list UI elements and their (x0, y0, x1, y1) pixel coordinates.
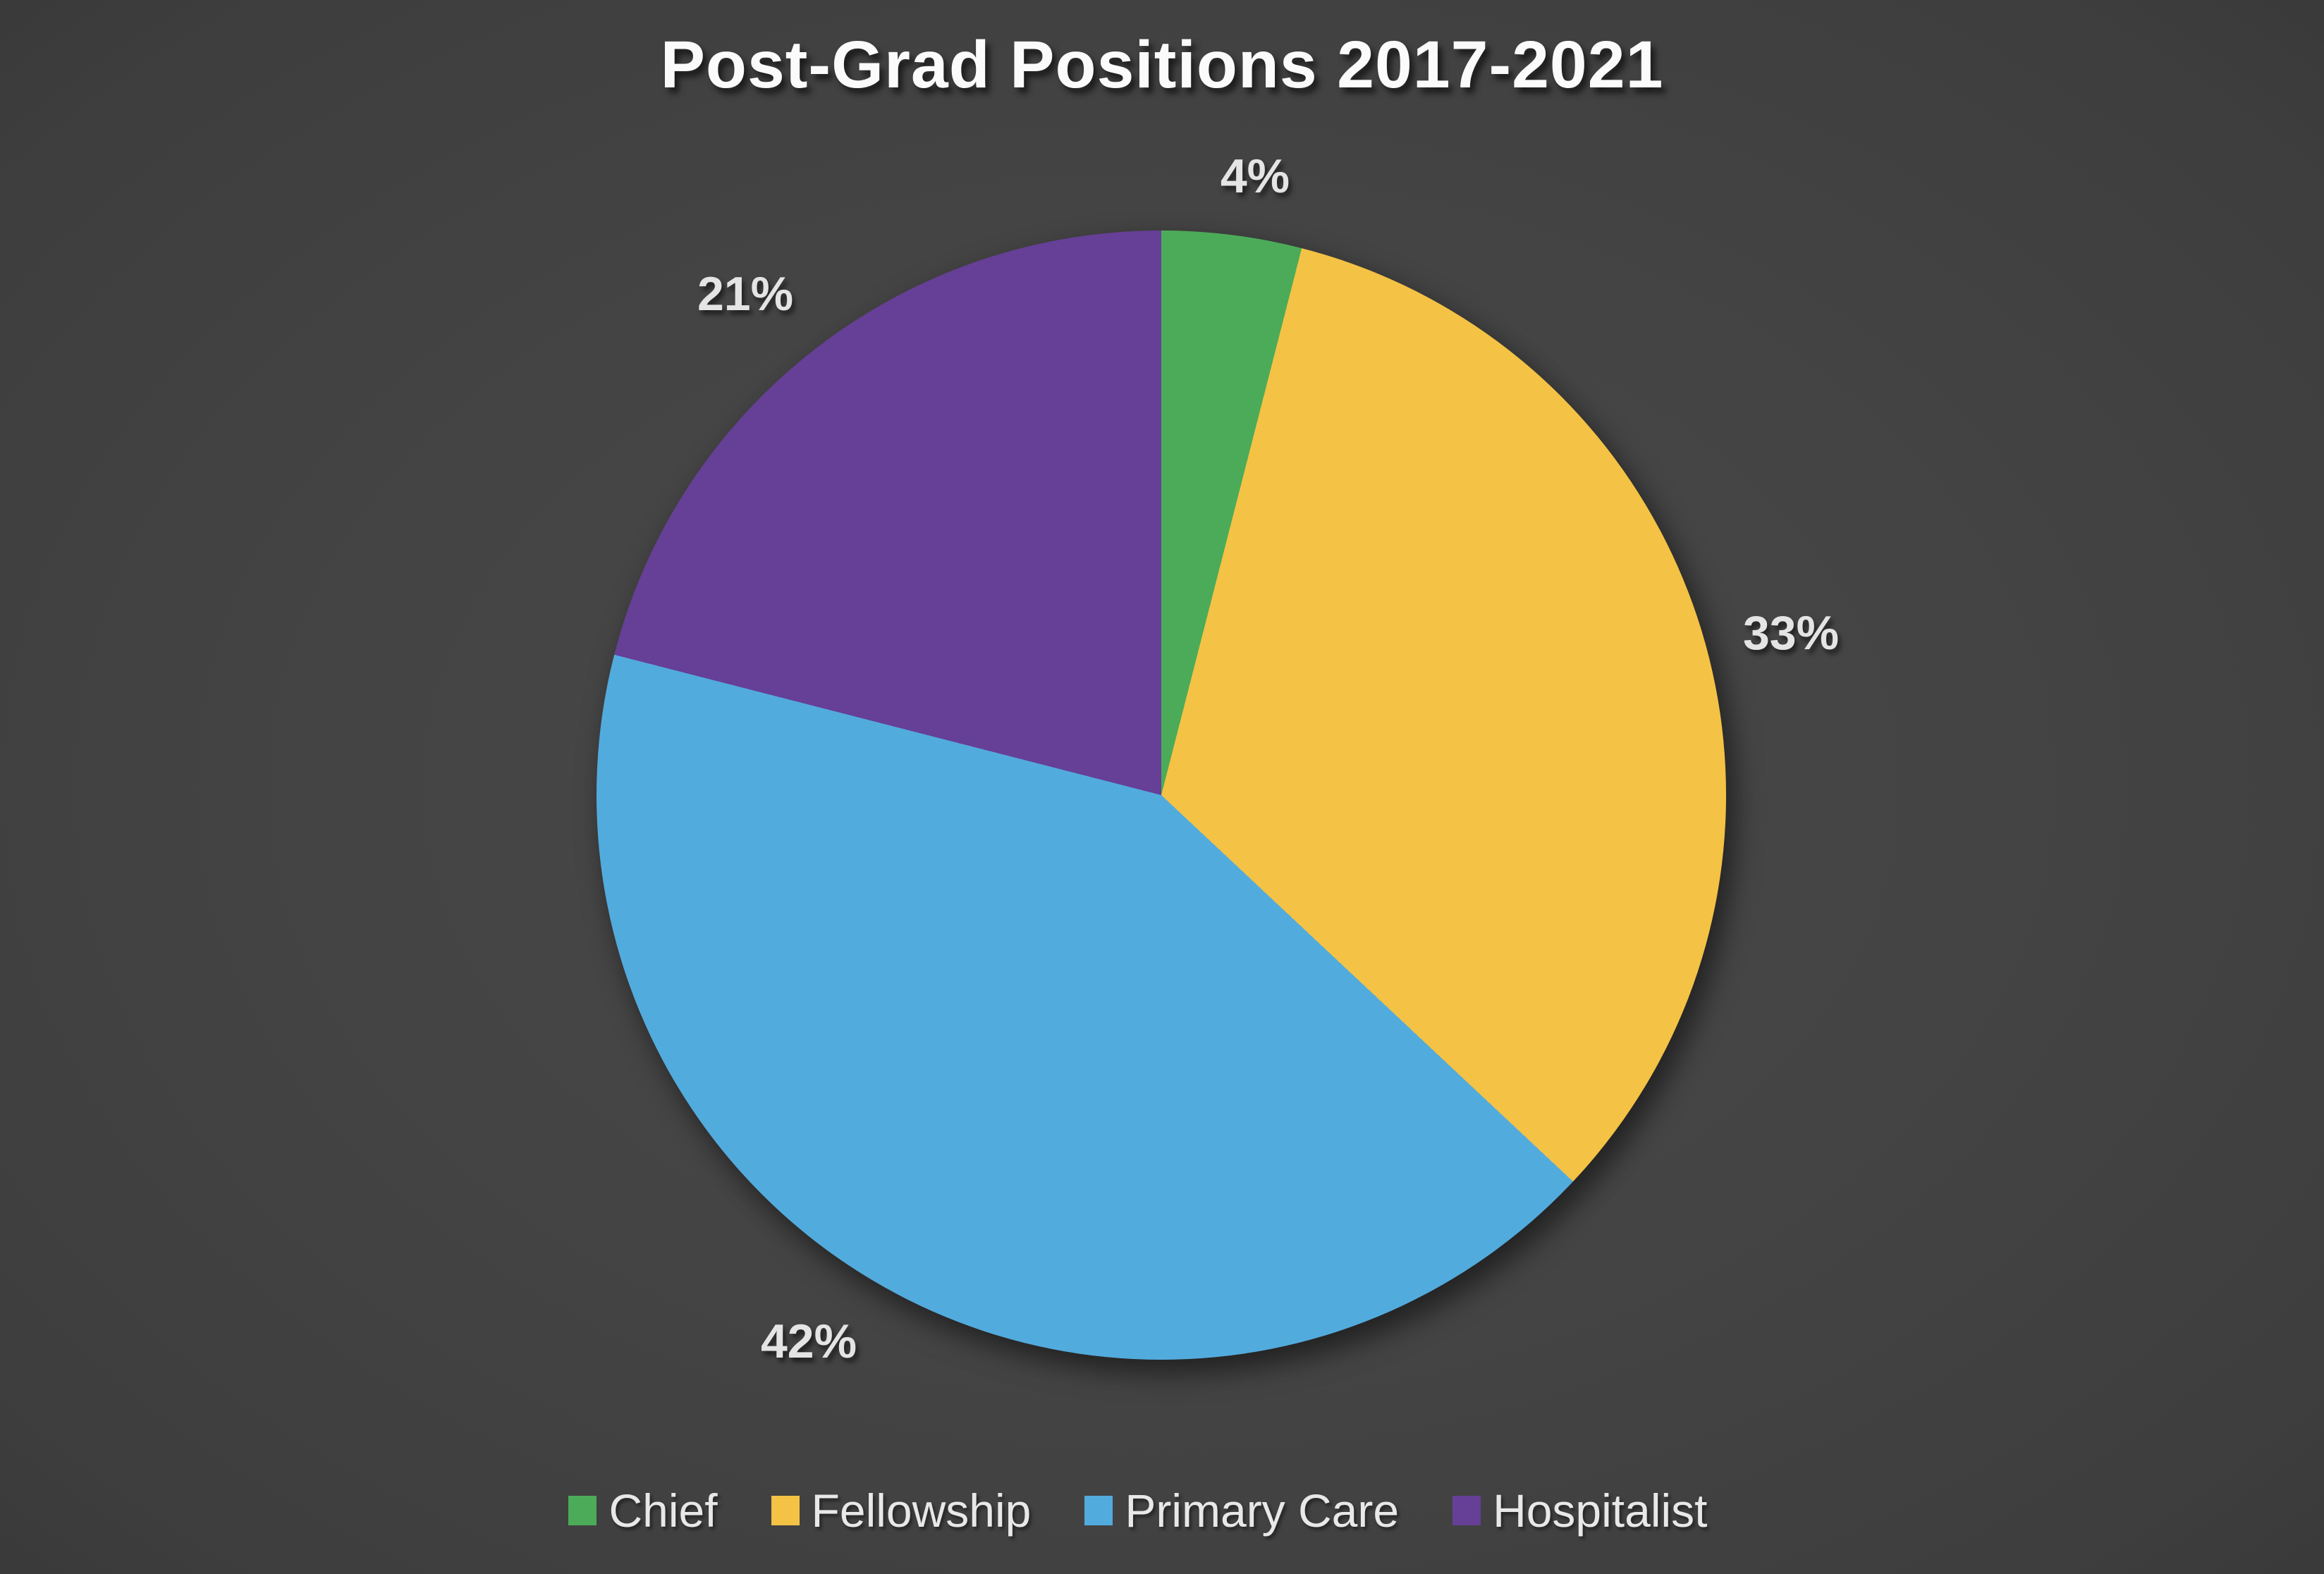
pie-chart (597, 230, 1726, 1360)
legend: Chief Fellowship Primary Care Hospitalis… (0, 1484, 2300, 1537)
legend-swatch-fellowship (771, 1496, 800, 1525)
data-label-fellowship: 33% (1742, 606, 1840, 660)
chart-title: Post-Grad Positions 2017-2021 (660, 27, 1664, 102)
legend-label-fellowship: Fellowship (811, 1484, 1032, 1537)
data-label-primary-care: 42% (760, 1315, 857, 1368)
legend-label-hospitalist: Hospitalist (1493, 1484, 1708, 1537)
legend-swatch-primary-care (1084, 1496, 1113, 1525)
legend-item-fellowship: Fellowship (771, 1484, 1032, 1537)
legend-swatch-chief (568, 1496, 597, 1525)
legend-item-hospitalist: Hospitalist (1452, 1484, 1708, 1537)
data-label-chief: 4% (1220, 149, 1290, 203)
legend-item-primary-care: Primary Care (1084, 1484, 1399, 1537)
legend-item-chief: Chief (568, 1484, 718, 1537)
data-label-hospitalist: 21% (697, 267, 794, 321)
legend-label-chief: Chief (608, 1484, 718, 1537)
legend-label-primary-care: Primary Care (1125, 1484, 1400, 1537)
legend-swatch-hospitalist (1452, 1496, 1481, 1525)
